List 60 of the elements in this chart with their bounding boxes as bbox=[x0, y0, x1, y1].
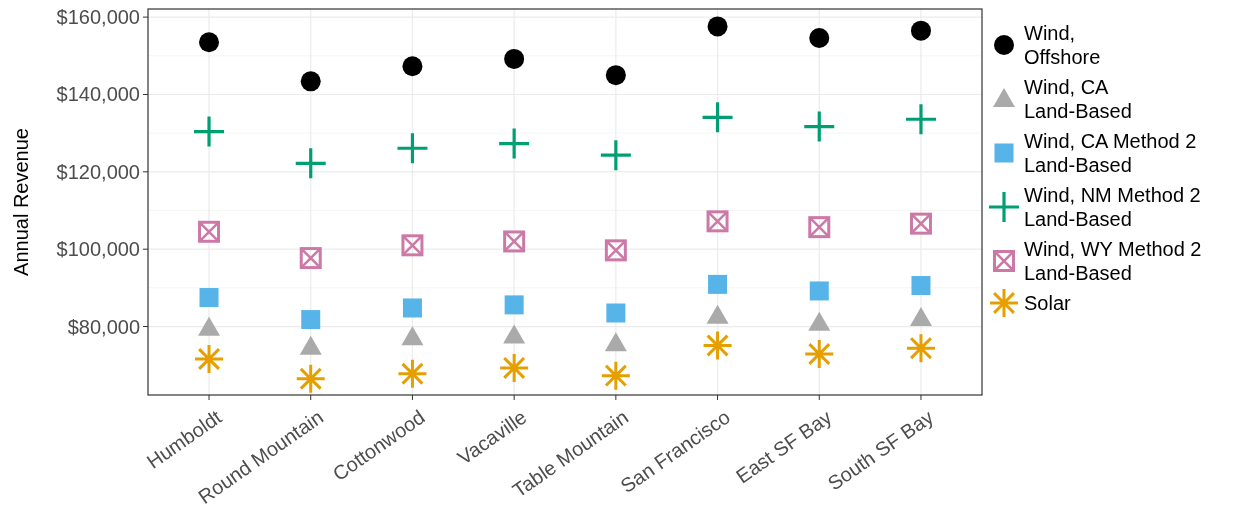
point bbox=[805, 340, 834, 368]
point bbox=[499, 128, 530, 159]
point bbox=[906, 334, 935, 363]
point bbox=[199, 32, 220, 53]
legend-label: Wind, Offshore bbox=[1024, 22, 1101, 68]
point bbox=[804, 111, 835, 142]
point bbox=[295, 148, 326, 179]
point bbox=[606, 303, 626, 323]
point bbox=[503, 230, 526, 253]
point bbox=[604, 239, 627, 262]
point bbox=[601, 361, 630, 390]
point bbox=[299, 335, 322, 355]
point bbox=[600, 140, 631, 171]
point bbox=[909, 212, 932, 235]
point bbox=[402, 56, 423, 77]
point bbox=[198, 220, 221, 243]
point bbox=[195, 345, 224, 374]
y-tick-label: $160,000 bbox=[56, 6, 140, 29]
legend-label: Wind, WY Method 2 Land-Based bbox=[1024, 238, 1202, 284]
point bbox=[703, 331, 732, 360]
point bbox=[194, 116, 225, 147]
y-axis-title: Annual Revenue bbox=[10, 128, 32, 276]
point bbox=[503, 324, 526, 344]
point bbox=[707, 16, 728, 37]
point bbox=[296, 364, 325, 393]
y-tick-label: $140,000 bbox=[56, 83, 140, 106]
point bbox=[401, 234, 424, 257]
point bbox=[199, 288, 219, 308]
point bbox=[706, 210, 729, 233]
point bbox=[706, 304, 729, 324]
point bbox=[397, 133, 428, 164]
point bbox=[809, 281, 829, 301]
point bbox=[702, 102, 733, 133]
point bbox=[911, 276, 931, 296]
point bbox=[910, 20, 931, 41]
point bbox=[398, 359, 427, 388]
legend-label: Wind, CA Method 2 Land-Based bbox=[1024, 130, 1197, 176]
point bbox=[808, 216, 831, 239]
point bbox=[909, 307, 932, 327]
legend-label: Solar bbox=[1024, 292, 1072, 314]
legend-label: Wind, NM Method 2 Land-Based bbox=[1024, 184, 1201, 230]
point bbox=[504, 295, 524, 315]
point bbox=[401, 326, 424, 346]
y-tick-label: $100,000 bbox=[56, 238, 140, 261]
point bbox=[808, 311, 831, 331]
point bbox=[198, 316, 221, 336]
y-tick-label: $80,000 bbox=[67, 315, 140, 338]
point bbox=[708, 274, 728, 294]
point bbox=[301, 310, 321, 330]
point bbox=[604, 332, 627, 352]
point bbox=[504, 48, 525, 69]
point bbox=[605, 65, 626, 86]
point bbox=[905, 104, 936, 135]
point bbox=[500, 353, 529, 382]
point bbox=[809, 28, 830, 49]
legend-label: Wind, CA Land-Based bbox=[1024, 76, 1132, 122]
y-tick-label: $120,000 bbox=[56, 160, 140, 183]
point bbox=[299, 247, 322, 270]
point bbox=[402, 298, 422, 318]
point bbox=[300, 71, 321, 92]
